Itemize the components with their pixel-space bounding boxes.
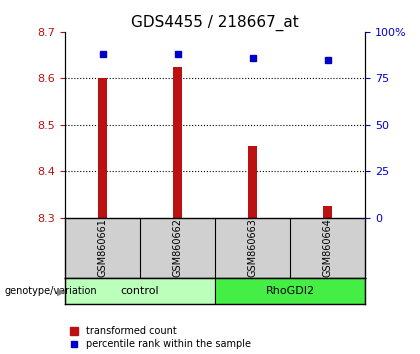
Text: GSM860664: GSM860664 xyxy=(323,218,333,277)
Title: GDS4455 / 218667_at: GDS4455 / 218667_at xyxy=(131,14,299,30)
Legend: transformed count, percentile rank within the sample: transformed count, percentile rank withi… xyxy=(70,326,250,349)
Text: ▶: ▶ xyxy=(57,286,65,296)
Text: RhoGDI2: RhoGDI2 xyxy=(266,286,315,296)
Text: genotype/variation: genotype/variation xyxy=(4,286,97,296)
Text: control: control xyxy=(121,286,160,296)
Text: GSM860661: GSM860661 xyxy=(97,218,108,277)
Bar xyxy=(215,278,365,304)
Bar xyxy=(323,206,332,218)
Text: GSM860663: GSM860663 xyxy=(248,218,258,277)
Bar xyxy=(248,146,257,218)
Bar xyxy=(98,78,107,218)
Bar xyxy=(173,67,182,218)
Text: GSM860662: GSM860662 xyxy=(173,218,183,277)
Bar xyxy=(65,278,215,304)
